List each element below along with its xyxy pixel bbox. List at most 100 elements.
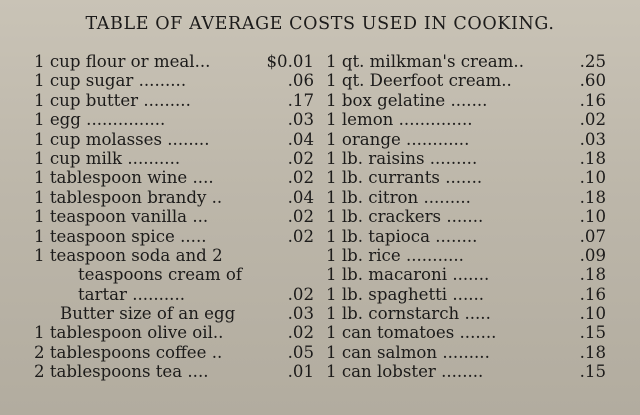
item-label: 1 can salmon ......... [326, 342, 490, 362]
item-price: .04 [287, 129, 314, 149]
item-label: 1 qt. Deerfoot cream.. [326, 71, 512, 91]
item-label: 1 tablespoon olive oil.. [34, 323, 224, 343]
item-label: 1 tablespoon brandy .. [34, 187, 223, 207]
cost-row: 1 cup sugar ......... .06 [34, 71, 314, 90]
item-label: 1 lb. spaghetti ...... [326, 284, 485, 304]
cost-row: 1 can salmon ......... .18 [326, 343, 606, 362]
cost-row: 1 teaspoon vanilla ... .02 [34, 207, 314, 226]
item-price: .02 [287, 168, 314, 188]
item-price: .02 [287, 207, 314, 227]
item-price: .10 [579, 168, 606, 188]
item-price: .18 [579, 265, 606, 285]
item-price: .05 [287, 342, 314, 362]
cost-row: 1 lb. crackers ....... .10 [326, 207, 606, 226]
cost-row: teaspoons cream of [34, 265, 314, 284]
item-label: tartar .......... [78, 284, 186, 304]
table-title: TABLE OF AVERAGE COSTS USED IN COOKING. [85, 14, 555, 34]
item-price: .03 [579, 129, 606, 149]
cost-row: 1 lb. macaroni ....... .18 [326, 265, 606, 284]
cost-row: 1 lb. raisins ......... .18 [326, 149, 606, 168]
cost-row: 1 teaspoon spice ..... .02 [34, 227, 314, 246]
item-label: 1 lb. tapioca ........ [326, 226, 478, 246]
item-price: .15 [579, 323, 606, 343]
item-price: .02 [287, 284, 314, 304]
item-label: teaspoons cream of [78, 265, 243, 285]
item-label: 1 lb. citron ......... [326, 187, 471, 207]
item-label: 1 qt. milkman's cream.. [326, 52, 524, 71]
cost-row: Butter size of an egg .03 [34, 304, 314, 323]
item-price: .25 [579, 52, 606, 71]
item-price: .17 [287, 90, 314, 110]
cost-row: 1 lb. cornstarch ..... .10 [326, 304, 606, 323]
item-label: 1 box gelatine ....... [326, 90, 488, 110]
item-price: .16 [579, 90, 606, 110]
cost-row: 1 qt. Deerfoot cream.. .60 [326, 71, 606, 90]
item-label: 1 lemon .............. [326, 110, 473, 130]
item-label: 1 can lobster ........ [326, 362, 484, 382]
cost-row: 1 lemon .............. .02 [326, 110, 606, 129]
cost-row: 1 lb. spaghetti ...... .16 [326, 285, 606, 304]
item-price: .15 [579, 362, 606, 382]
item-price: $0.01 [266, 52, 314, 71]
cost-row: 1 can tomatoes ....... .15 [326, 323, 606, 342]
cost-row: 1 teaspoon soda and 2 [34, 246, 314, 265]
item-label: 1 lb. cornstarch ..... [326, 304, 491, 324]
item-label: 1 lb. crackers ....... [326, 207, 484, 227]
cost-row: 1 tablespoon olive oil.. .02 [34, 323, 314, 342]
cost-row: 1 lb. citron ......... .18 [326, 188, 606, 207]
cost-row: 2 tablespoons coffee .. .05 [34, 343, 314, 362]
item-label: 1 teaspoon vanilla ... [34, 207, 209, 227]
cost-row: tartar .......... .02 [34, 285, 314, 304]
cost-row: 1 lb. rice ........... .09 [326, 246, 606, 265]
cost-row: 1 can lobster ........ .15 [326, 362, 606, 381]
cost-row: 1 lb. tapioca ........ .07 [326, 227, 606, 246]
item-label: 1 cup butter ......... [34, 90, 191, 110]
cost-row: 1 cup molasses ........ .04 [34, 130, 314, 149]
item-price: .18 [579, 187, 606, 207]
item-label: 1 can tomatoes ....... [326, 323, 497, 343]
item-price: .09 [579, 245, 606, 265]
item-label: 1 cup molasses ........ [34, 129, 210, 149]
cost-row: 1 box gelatine ....... .16 [326, 91, 606, 110]
left-cost-column: 1 cup flour or meal... $0.01 1 cup sugar … [34, 52, 314, 382]
cost-row: 1 lb. currants ....... .10 [326, 168, 606, 187]
item-label: 1 lb. rice ........... [326, 245, 464, 265]
item-price: .07 [579, 226, 606, 246]
item-label: 1 cup sugar ......... [34, 71, 187, 91]
item-price: .02 [287, 148, 314, 168]
cost-row: 1 cup flour or meal... $0.01 [34, 52, 314, 71]
item-label: 1 cup milk .......... [34, 148, 181, 168]
item-price: .60 [579, 71, 606, 91]
item-price: .18 [579, 342, 606, 362]
item-price: .04 [287, 187, 314, 207]
item-label: 2 tablespoons tea .... [34, 362, 209, 382]
cost-row: 1 cup butter ......... .17 [34, 91, 314, 110]
item-price: .03 [287, 110, 314, 130]
cost-row: 1 egg ............... .03 [34, 110, 314, 129]
cost-row: 2 tablespoons tea .... .01 [34, 362, 314, 381]
cost-row: 1 tablespoon brandy .. .04 [34, 188, 314, 207]
item-label: 1 orange ............ [326, 129, 470, 149]
right-cost-column: 1 qt. milkman's cream.. .25 1 qt. Deerfoo… [326, 52, 606, 382]
item-label: Butter size of an egg [60, 304, 236, 324]
item-label: 2 tablespoons coffee .. [34, 342, 223, 362]
item-price: .03 [287, 304, 314, 324]
item-label: 1 lb. macaroni ....... [326, 265, 490, 285]
item-price: .02 [579, 110, 606, 130]
item-price: .02 [287, 226, 314, 246]
item-price: .06 [287, 71, 314, 91]
item-price: .16 [579, 284, 606, 304]
cost-row: 1 cup milk .......... .02 [34, 149, 314, 168]
item-label: 1 lb. raisins ......... [326, 148, 478, 168]
item-price: .18 [579, 148, 606, 168]
item-label: 1 lb. currants ....... [326, 168, 483, 188]
item-label: 1 cup flour or meal... [34, 52, 211, 71]
item-price: .02 [287, 323, 314, 343]
item-label: 1 egg ............... [34, 110, 166, 130]
item-price: .01 [287, 362, 314, 382]
cost-row: 1 orange ............ .03 [326, 130, 606, 149]
item-label: 1 teaspoon soda and 2 [34, 245, 223, 265]
item-price: .10 [579, 304, 606, 324]
cost-row: 1 tablespoon wine .... .02 [34, 168, 314, 187]
